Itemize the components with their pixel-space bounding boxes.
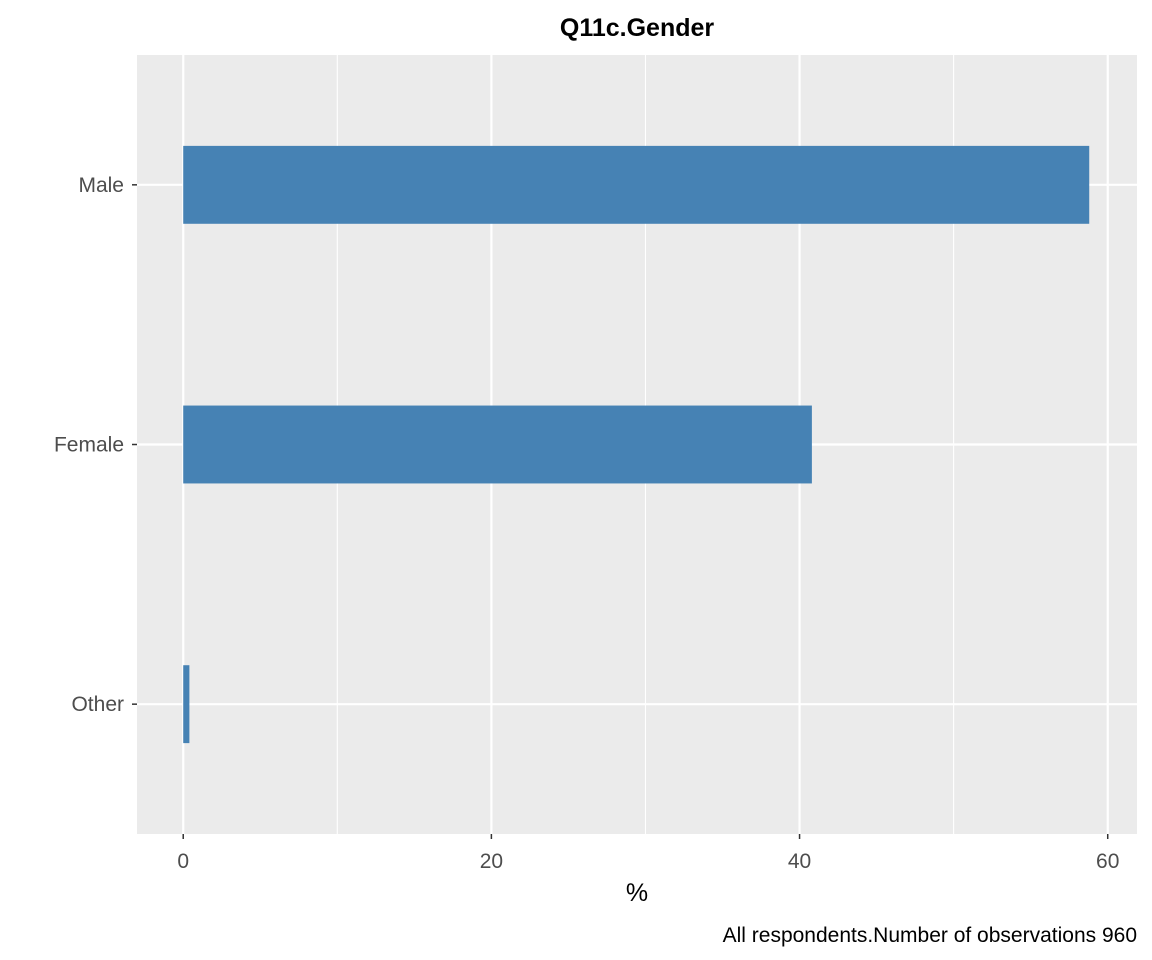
bars <box>183 145 1090 744</box>
chart-title: Q11c.Gender <box>560 14 715 42</box>
bar-female <box>183 405 812 484</box>
bar-other <box>183 665 190 744</box>
x-tick-label: 40 <box>788 850 811 873</box>
x-tick-label: 20 <box>480 850 503 873</box>
bar-male <box>183 145 1090 224</box>
chart-caption: All respondents.Number of observations 9… <box>723 924 1137 947</box>
y-tick-label: Other <box>71 693 124 716</box>
y-axis: Male Female Other <box>54 174 137 716</box>
x-axis-title: % <box>626 879 648 907</box>
x-tick-label: 60 <box>1096 850 1119 873</box>
y-tick-label: Male <box>78 174 124 197</box>
x-axis: 0 20 40 60 <box>177 834 1119 873</box>
y-tick-label: Female <box>54 434 124 457</box>
x-tick-label: 0 <box>177 850 189 873</box>
